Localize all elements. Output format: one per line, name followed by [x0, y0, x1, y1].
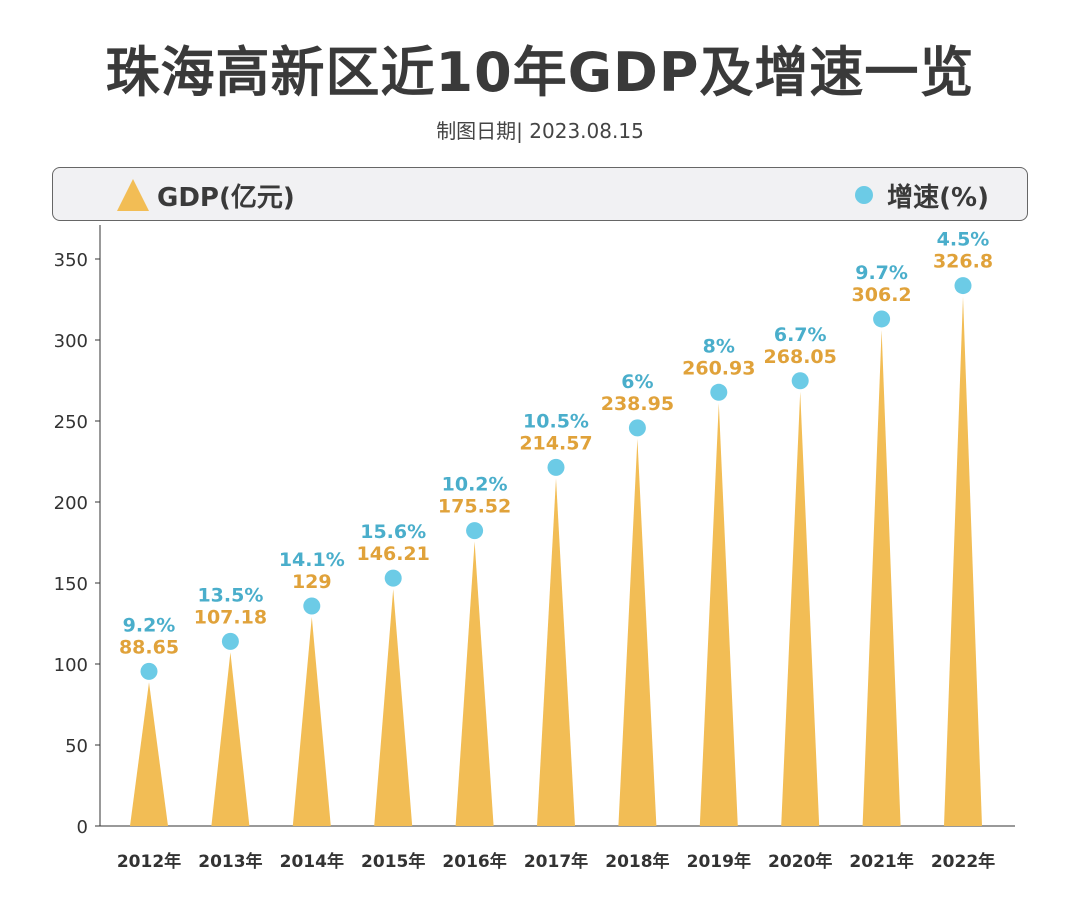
- rate-value-label: 10.2%: [442, 474, 508, 496]
- x-tick-label: 2013年: [198, 851, 262, 872]
- y-tick-label: 100: [54, 655, 88, 676]
- y-tick-label: 0: [77, 817, 88, 838]
- rate-dot: [303, 597, 321, 615]
- y-tick-label: 300: [54, 331, 88, 352]
- legend: GDP(亿元) 增速(%): [52, 167, 1028, 221]
- legend-label-rate: 增速(%): [887, 182, 989, 213]
- x-tick-label: 2018年: [605, 851, 669, 872]
- rate-value-label: 9.7%: [855, 262, 908, 284]
- rate-value-label: 9.2%: [123, 614, 176, 636]
- gdp-triangle: [862, 329, 901, 826]
- rate-value-label: 13.5%: [197, 584, 263, 606]
- y-tick-label: 250: [54, 412, 88, 433]
- rate-dot: [221, 632, 239, 650]
- rate-dot: [873, 310, 891, 328]
- x-tick-label: 2019年: [687, 851, 751, 872]
- gdp-triangle: [618, 438, 657, 826]
- rate-value-label: 6%: [621, 371, 653, 393]
- triangle-icon: [117, 179, 149, 211]
- gdp-value-label: 88.65: [119, 636, 179, 658]
- x-tick-label: 2017年: [524, 851, 588, 872]
- chart-title: 珠海高新区近10年GDP及增速一览: [105, 41, 975, 104]
- gdp-triangle: [292, 617, 331, 826]
- gdp-triangle: [211, 652, 250, 826]
- gdp-value-label: 306.2: [852, 284, 912, 306]
- gdp-value-label: 214.57: [519, 432, 592, 454]
- x-tick-label: 2016年: [442, 851, 506, 872]
- gdp-value-label: 268.05: [764, 346, 837, 368]
- x-tick-label: 2021年: [849, 851, 913, 872]
- rate-dot: [466, 522, 484, 540]
- rate-value-label: 6.7%: [774, 324, 827, 346]
- x-tick-label: 2015年: [361, 851, 425, 872]
- y-tick-label: 150: [54, 574, 88, 595]
- gdp-triangle: [699, 403, 738, 826]
- rate-value-label: 4.5%: [937, 229, 990, 251]
- gdp-value-label: 129: [292, 571, 332, 593]
- rate-dot: [547, 458, 565, 476]
- rate-dot: [791, 372, 809, 390]
- rate-dot: [710, 383, 728, 401]
- rate-value-label: 10.5%: [523, 410, 589, 432]
- gdp-triangle: [374, 589, 413, 826]
- gdp-triangle: [455, 541, 494, 826]
- rate-value-label: 15.6%: [360, 521, 426, 543]
- x-tick-label: 2022年: [931, 851, 995, 872]
- rate-dot: [384, 569, 402, 587]
- gdp-value-label: 107.18: [194, 606, 267, 628]
- rate-dot: [954, 277, 972, 295]
- rate-value-label: 14.1%: [279, 549, 345, 571]
- gdp-triangle: [130, 682, 168, 826]
- gdp-value-label: 326.8: [933, 251, 993, 273]
- x-tick-label: 2014年: [280, 851, 344, 872]
- x-tick-label: 2012年: [117, 851, 181, 872]
- legend-label-gdp: GDP(亿元): [157, 182, 295, 213]
- legend-item-gdp: GDP(亿元): [117, 168, 295, 222]
- y-tick-label: 50: [65, 736, 88, 757]
- gdp-value-label: 238.95: [601, 393, 674, 415]
- legend-item-rate: 增速(%): [855, 168, 989, 222]
- gdp-value-label: 175.52: [438, 496, 511, 518]
- x-tick-label: 2020年: [768, 851, 832, 872]
- y-tick-label: 350: [54, 250, 88, 271]
- dot-icon: [855, 186, 874, 204]
- gdp-value-label: 146.21: [357, 543, 430, 565]
- rate-dot: [140, 662, 158, 680]
- gdp-triangle: [781, 391, 820, 826]
- rate-value-label: 8%: [703, 335, 735, 357]
- gdp-triangle: [537, 478, 575, 826]
- gdp-triangle: [944, 296, 982, 827]
- chart-date: 制图日期| 2023.08.15: [436, 119, 644, 143]
- gdp-value-label: 260.93: [682, 357, 755, 379]
- y-tick-label: 200: [54, 493, 88, 514]
- rate-dot: [628, 419, 646, 437]
